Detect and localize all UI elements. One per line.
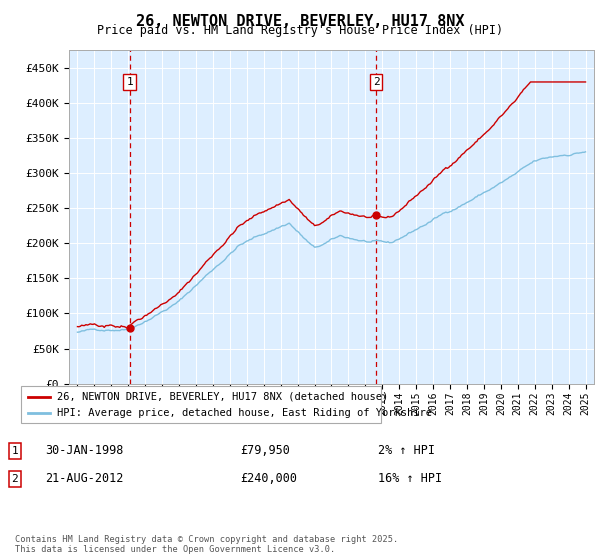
Text: 1: 1: [126, 77, 133, 87]
Text: 26, NEWTON DRIVE, BEVERLEY, HU17 8NX (detached house): 26, NEWTON DRIVE, BEVERLEY, HU17 8NX (de…: [57, 391, 388, 402]
Text: 16% ↑ HPI: 16% ↑ HPI: [378, 472, 442, 486]
Text: £79,950: £79,950: [240, 444, 290, 458]
Text: 26, NEWTON DRIVE, BEVERLEY, HU17 8NX: 26, NEWTON DRIVE, BEVERLEY, HU17 8NX: [136, 14, 464, 29]
Text: 2% ↑ HPI: 2% ↑ HPI: [378, 444, 435, 458]
Text: 2: 2: [373, 77, 380, 87]
Text: 1: 1: [11, 446, 19, 456]
Text: HPI: Average price, detached house, East Riding of Yorkshire: HPI: Average price, detached house, East…: [57, 408, 432, 418]
Text: 30-JAN-1998: 30-JAN-1998: [45, 444, 124, 458]
Text: Price paid vs. HM Land Registry's House Price Index (HPI): Price paid vs. HM Land Registry's House …: [97, 24, 503, 37]
Text: 2: 2: [11, 474, 19, 484]
Text: Contains HM Land Registry data © Crown copyright and database right 2025.
This d: Contains HM Land Registry data © Crown c…: [15, 535, 398, 554]
Text: 21-AUG-2012: 21-AUG-2012: [45, 472, 124, 486]
FancyBboxPatch shape: [21, 386, 381, 423]
Text: £240,000: £240,000: [240, 472, 297, 486]
